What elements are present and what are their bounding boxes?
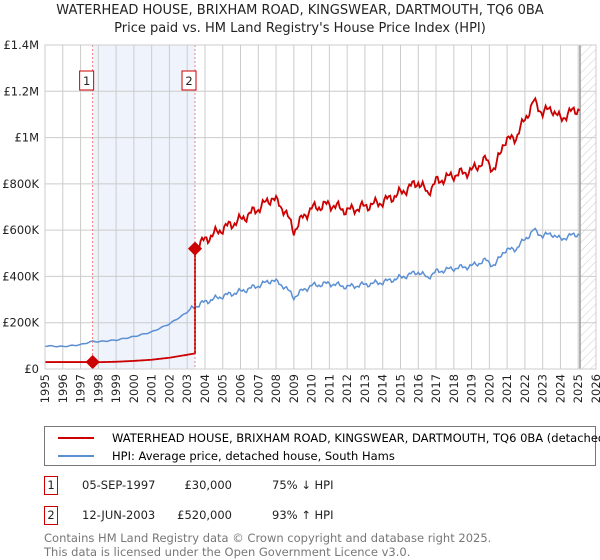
y-tick-label: £600K [2,223,39,237]
legend-blue-line [58,455,94,457]
legend-hpi-label: HPI: Average price, detached house, Sout… [112,449,395,463]
legend-property: WATERHEAD HOUSE, BRIXHAM ROAD, KINGSWEAR… [45,430,600,446]
x-tick-label: 1996 [56,374,70,403]
y-tick-label: £0 [24,362,39,376]
price-chart: 1995 1996 1997 1998 1999 2000 2001 2002 2003 2004… [2,38,600,403]
legend-hpi: HPI: Average price, detached house, Sout… [45,448,395,464]
x-tick-label: 2006 [234,374,248,403]
sale-marker-label: 1 [44,476,58,495]
hpi-line [44,227,580,348]
y-tick-label: £1M [14,131,39,145]
x-tick-label: 2004 [198,374,212,403]
sale-point [187,241,203,256]
footer-licence: This data is licensed under the Open Gov… [44,545,411,559]
x-tick-label: 2000 [127,374,141,403]
x-tick-label: 1999 [109,374,123,403]
sale-flag-label: 2 [185,74,192,88]
legend: WATERHEAD HOUSE, BRIXHAM ROAD, KINGSWEAR… [44,426,600,466]
footer-copyright: Contains HM Land Registry data © Crown c… [44,531,492,545]
forecast-hatch [580,45,596,369]
y-tick-label: £1.2M [3,84,39,98]
chart-title: WATERHEAD HOUSE, BRIXHAM ROAD, KINGSWEAR… [56,3,544,18]
x-tick-label: 1998 [91,374,105,403]
x-tick-label: 2016 [411,374,425,403]
chart-subtitle: Price paid vs. HM Land Registry's House … [114,21,486,36]
x-tick-label: 2021 [500,374,514,403]
sale-marker-label: 2 [44,506,58,525]
x-tick-label: 2010 [305,374,319,403]
x-tick-label: 2018 [447,374,461,403]
legend-red-line [58,437,94,439]
sale-flag-box [79,70,95,91]
property-line [45,96,581,364]
x-tick-label: 2023 [536,374,550,403]
plot-border [44,44,597,370]
sale-hpi-diff: 75% ↓ HPI [272,478,334,492]
x-tick-label: 2014 [376,374,390,403]
x-tick-label: 1995 [38,374,52,403]
x-tick-label: 2019 [465,374,479,403]
x-tick-label: 2011 [322,374,336,403]
sale-point [85,354,100,370]
x-tick-label: 2022 [518,374,532,403]
x-tick-label: 2026 [589,374,600,403]
x-tick-label: 2009 [287,374,301,403]
sale-row-2: 2 12-JUN-2003 £520,000 93% ↑ HPI [44,506,444,525]
x-tick-label: 2005 [216,374,230,403]
x-tick-label: 2020 [482,374,496,403]
y-tick-label: £200K [2,316,39,330]
x-tick-label: 2017 [429,374,443,403]
x-tick-label: 2025 [571,374,585,403]
sale-period-shade [92,45,196,369]
y-tick-label: £400K [2,269,39,283]
x-tick-label: 2001 [145,374,159,403]
y-tick-label: £1.4M [3,38,39,52]
sale-hpi-diff: 93% ↑ HPI [272,508,334,522]
sale-row-1: 1 05-SEP-1997 £30,000 75% ↓ HPI [44,476,444,495]
x-tick-label: 2007 [251,374,265,403]
x-tick-label: 2024 [553,374,567,403]
x-tick-label: 2013 [358,374,372,403]
x-tick-label: 1997 [74,374,88,403]
y-tick-label: £800K [2,177,39,191]
x-tick-label: 2003 [180,374,194,403]
sale-price: £520,000 [177,508,232,522]
sale-flag-box [181,70,197,91]
sale-date: 05-SEP-1997 [82,478,156,492]
sale-flag-label: 1 [83,74,90,88]
sale-date: 12-JUN-2003 [82,508,156,522]
sale-price: £30,000 [184,478,232,492]
x-tick-label: 2002 [162,374,176,403]
x-tick-label: 2008 [269,374,283,403]
x-tick-label: 2015 [393,374,407,403]
x-tick-label: 2012 [340,374,354,403]
legend-property-label: WATERHEAD HOUSE, BRIXHAM ROAD, KINGSWEAR… [112,431,600,445]
